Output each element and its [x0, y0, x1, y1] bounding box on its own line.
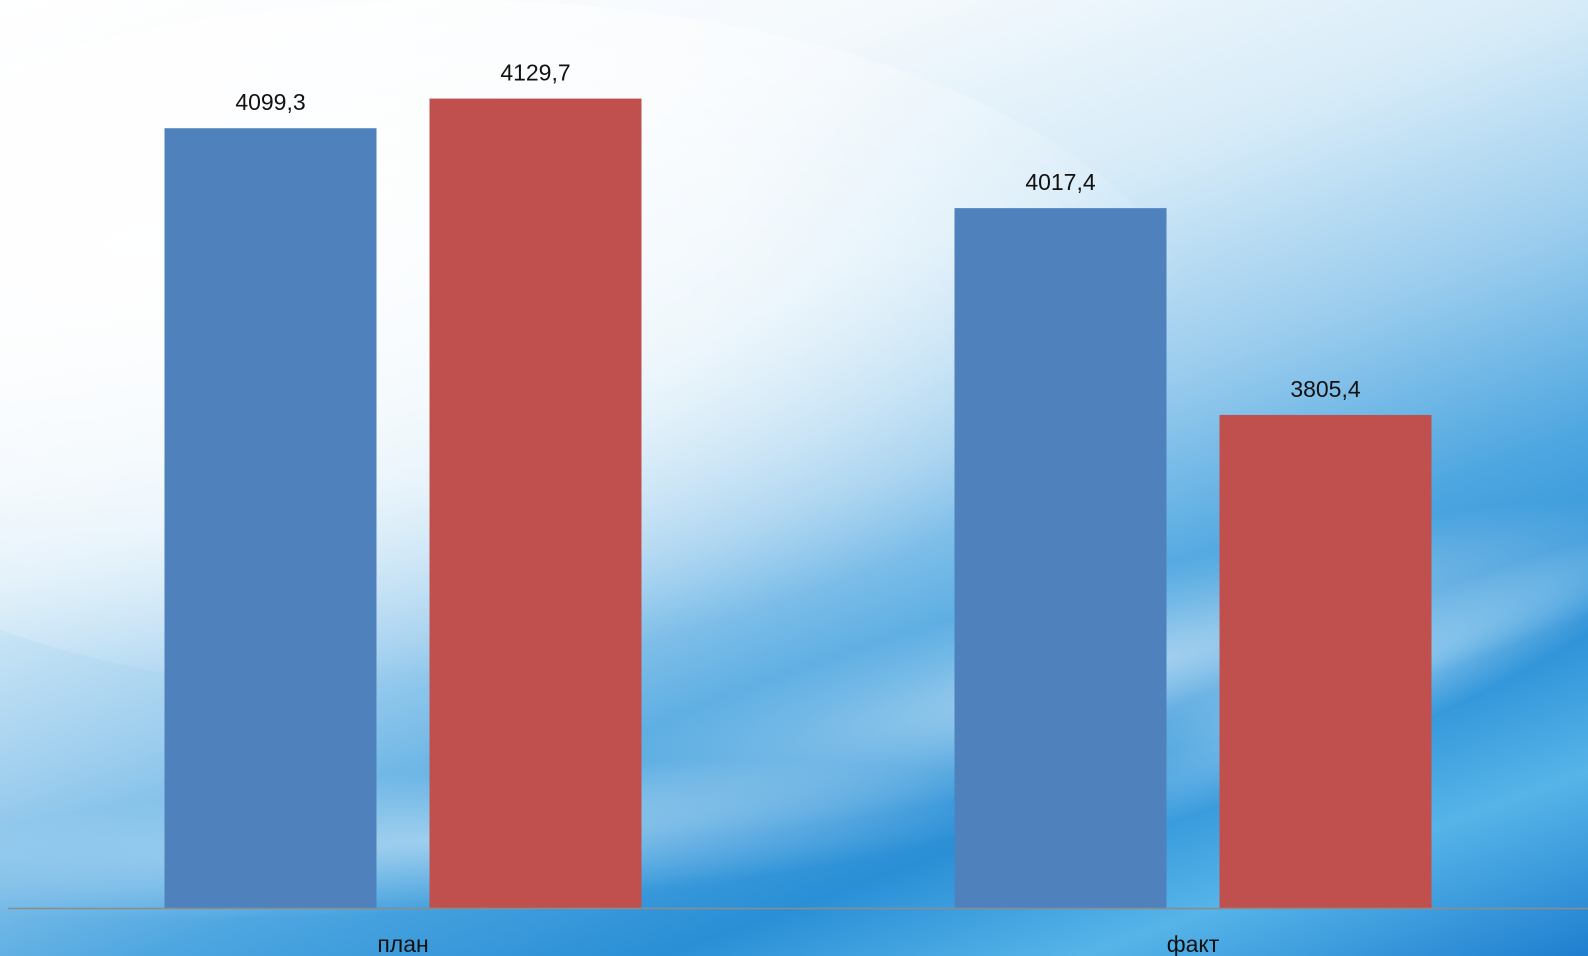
data-label-series2-2: 3805,4: [1290, 376, 1361, 402]
bar-series1-1: [164, 128, 377, 908]
data-labels-group: 4099,3 4129,7 4017,4 3805,4: [235, 60, 1361, 402]
data-label-series1-1: 4099,3: [235, 89, 305, 115]
data-label-series2-1: 4129,7: [500, 60, 570, 86]
bars-group: [164, 98, 1432, 909]
bar-series1-2: [954, 208, 1167, 908]
data-label-series1-2: 4017,4: [1025, 169, 1096, 195]
category-label-2: факт: [1167, 931, 1220, 956]
bar-series2-2: [1219, 414, 1432, 908]
category-labels-group: план факт: [377, 931, 1219, 956]
category-label-1: план: [377, 931, 428, 956]
bar-series2-1: [429, 98, 642, 909]
